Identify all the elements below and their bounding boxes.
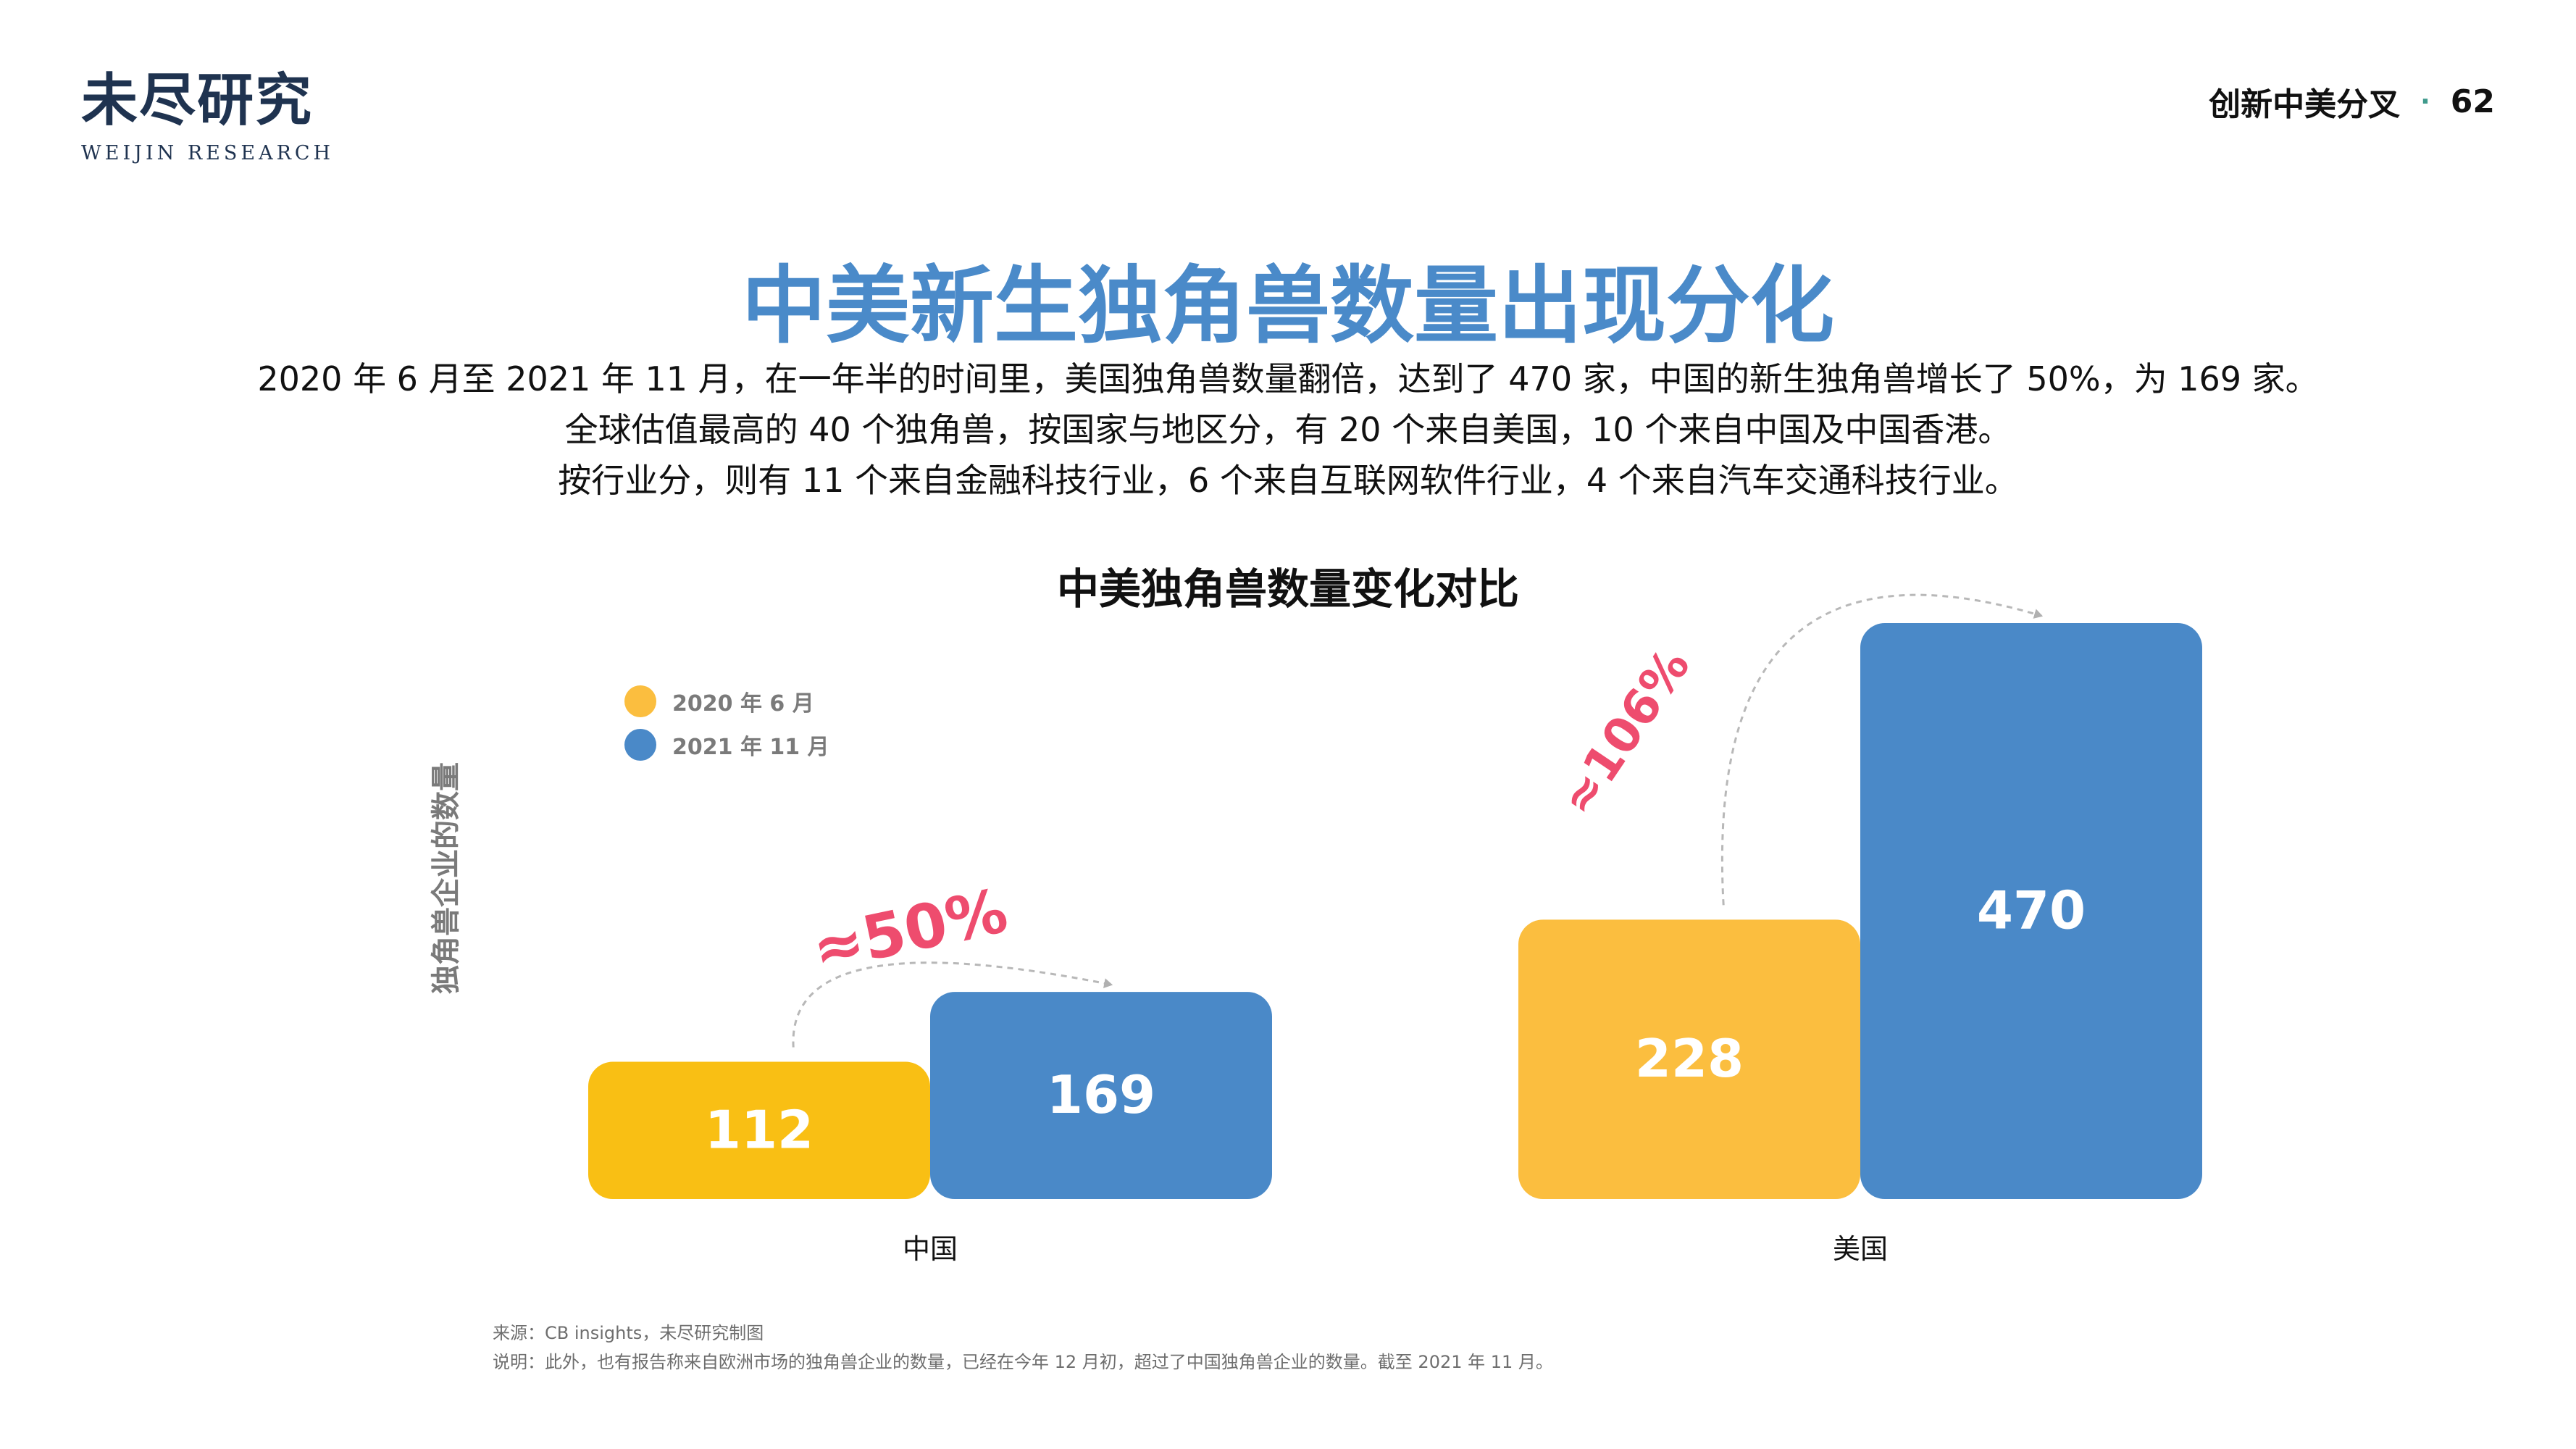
legend-swatch-2021 bbox=[624, 729, 656, 761]
intro-line-3: 按行业分，则有 11 个来自金融科技行业，6 个来自互联网软件行业，4 个来自汽… bbox=[558, 461, 2018, 500]
bar-1-1 bbox=[588, 1061, 930, 1199]
logo: 未尽研究 WEIJIN RESEARCH bbox=[81, 67, 335, 165]
legend-label-2021: 2021 年 11 月 bbox=[672, 735, 829, 760]
bar-2-2 bbox=[1860, 623, 2202, 1199]
growth-label-1: ≈50% bbox=[806, 874, 1013, 985]
growth-arrow-1 bbox=[792, 961, 1113, 1048]
growth-label-2: ≈106% bbox=[1550, 638, 1701, 825]
bar-1-2 bbox=[930, 992, 1272, 1199]
legend-item-2020: 2020 年 6 月 bbox=[624, 680, 829, 723]
legend-swatch-2020 bbox=[624, 685, 656, 717]
section-header: 创新中美分叉 · 62 bbox=[2209, 78, 2495, 125]
intro-line-2: 全球估值最高的 40 个独角兽，按国家与地区分，有 20 个来自美国，10 个来… bbox=[564, 410, 2012, 449]
data-label-2-1: 228 bbox=[1635, 1028, 1744, 1089]
legend: 2020 年 6 月 2021 年 11 月 bbox=[624, 680, 829, 767]
page-title: 中美新生独角兽数量出现分化 bbox=[742, 257, 1834, 355]
intro-line-1: 2020 年 6 月至 2021 年 11 月，在一年半的时间里，美国独角兽数量… bbox=[257, 359, 2319, 398]
data-label-1-2: 169 bbox=[1047, 1064, 1155, 1125]
data-label-1-1: 112 bbox=[705, 1099, 814, 1160]
x-tick-label-2: 美国 bbox=[1833, 1233, 1888, 1265]
source-note: 来源：CB insights，未尽研究制图 说明：此外，也有报告称来自欧洲市场的… bbox=[493, 1319, 1553, 1377]
growth-arrow-2 bbox=[1720, 593, 2044, 906]
chart-title: 中美独角兽数量变化对比 bbox=[1056, 564, 1519, 614]
page-number: 62 bbox=[2450, 83, 2495, 120]
bar-2-1 bbox=[1518, 919, 1860, 1199]
section-title: 创新中美分叉 bbox=[2209, 86, 2401, 123]
legend-label-2020: 2020 年 6 月 bbox=[672, 691, 814, 717]
x-tick-label-1: 中国 bbox=[903, 1233, 958, 1265]
logo-en: WEIJIN RESEARCH bbox=[81, 142, 335, 164]
separator-dot: · bbox=[2420, 86, 2430, 117]
intro-text: 2020 年 6 月至 2021 年 11 月，在一年半的时间里，美国独角兽数量… bbox=[0, 354, 2576, 506]
note-line: 说明：此外，也有报告称来自欧洲市场的独角兽企业的数量，已经在今年 12 月初，超… bbox=[493, 1352, 1553, 1372]
data-label-2-2: 470 bbox=[1977, 880, 2086, 941]
legend-item-2021: 2021 年 11 月 bbox=[624, 723, 829, 767]
logo-cn: 未尽研究 bbox=[81, 67, 314, 133]
source-line: 来源：CB insights，未尽研究制图 bbox=[493, 1323, 764, 1343]
